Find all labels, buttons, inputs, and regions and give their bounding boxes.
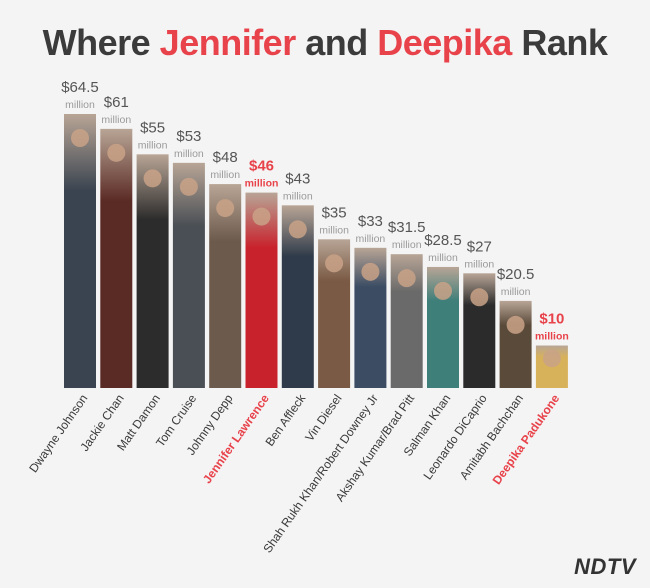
value-label-7: $35 (322, 204, 347, 221)
category-label-0: Dwayne Johnson (26, 392, 90, 475)
unit-label-3: million (174, 148, 204, 160)
unit-label-6: million (283, 190, 313, 202)
value-label-10: $28.5 (424, 232, 462, 249)
actor-photo-face-2 (143, 169, 162, 188)
unit-label-5: million (245, 178, 279, 190)
title-part-2: and (295, 22, 378, 63)
value-label-0: $64.5 (61, 79, 99, 96)
title-part-3: Rank (511, 22, 608, 63)
unit-label-12: million (501, 286, 531, 298)
ndtv-logo: NDTV (574, 554, 636, 579)
bar-3 (172, 162, 205, 388)
bar-0 (64, 114, 96, 388)
value-label-4: $48 (213, 149, 238, 166)
unit-label-13: million (535, 331, 569, 343)
value-label-6: $43 (285, 170, 310, 187)
category-label-12: Amitabh Bachchan (457, 392, 526, 483)
unit-label-10: million (428, 252, 458, 264)
bar-2 (136, 154, 169, 388)
category-label-5: Jennifer Lawrence (200, 391, 272, 486)
chart-title: Where Jennifer and Deepika Rank (0, 22, 650, 64)
value-label-5: $46 (249, 158, 274, 175)
unit-label-8: million (356, 233, 386, 245)
value-label-13: $10 (539, 311, 564, 328)
value-label-1: $61 (104, 94, 129, 111)
category-label-11: Leonardo DiCaprio (421, 391, 490, 482)
actor-photo-face-5 (252, 207, 271, 226)
value-label-12: $20.5 (497, 266, 535, 283)
actor-photo-face-3 (179, 177, 198, 196)
title-name-jennifer: Jennifer (159, 22, 297, 63)
unit-label-4: million (210, 169, 240, 181)
bar-1 (100, 128, 133, 388)
actor-photo-face-1 (107, 143, 126, 162)
unit-label-7: million (319, 224, 349, 236)
actor-photo-face-6 (288, 220, 307, 239)
title-name-deepika: Deepika (377, 22, 512, 63)
actor-photo-face-8 (361, 262, 380, 281)
value-label-3: $53 (176, 128, 201, 145)
value-label-2: $55 (140, 119, 165, 136)
unit-label-2: million (138, 139, 168, 151)
bar-4 (209, 184, 242, 388)
actor-photo-face-9 (397, 269, 416, 288)
actor-photo-face-12 (506, 315, 525, 334)
unit-label-9: million (392, 239, 422, 251)
unit-label-1: million (101, 114, 131, 126)
bar-12 (499, 300, 532, 388)
unit-label-0: million (65, 99, 95, 111)
category-label-13: Deepika Padukone (490, 391, 563, 487)
actor-photo-face-10 (434, 281, 452, 300)
value-label-11: $27 (467, 238, 492, 255)
actor-photo-face-13 (542, 349, 561, 368)
actor-photo-face-11 (470, 288, 489, 307)
title-part-1: Where (42, 22, 160, 63)
actor-photo-face-0 (71, 129, 89, 147)
value-label-9: $31.5 (388, 219, 426, 236)
value-label-8: $33 (358, 213, 383, 230)
unit-label-11: million (464, 258, 494, 270)
actor-photo-face-4 (216, 199, 235, 218)
actor-photo-face-7 (325, 254, 344, 273)
